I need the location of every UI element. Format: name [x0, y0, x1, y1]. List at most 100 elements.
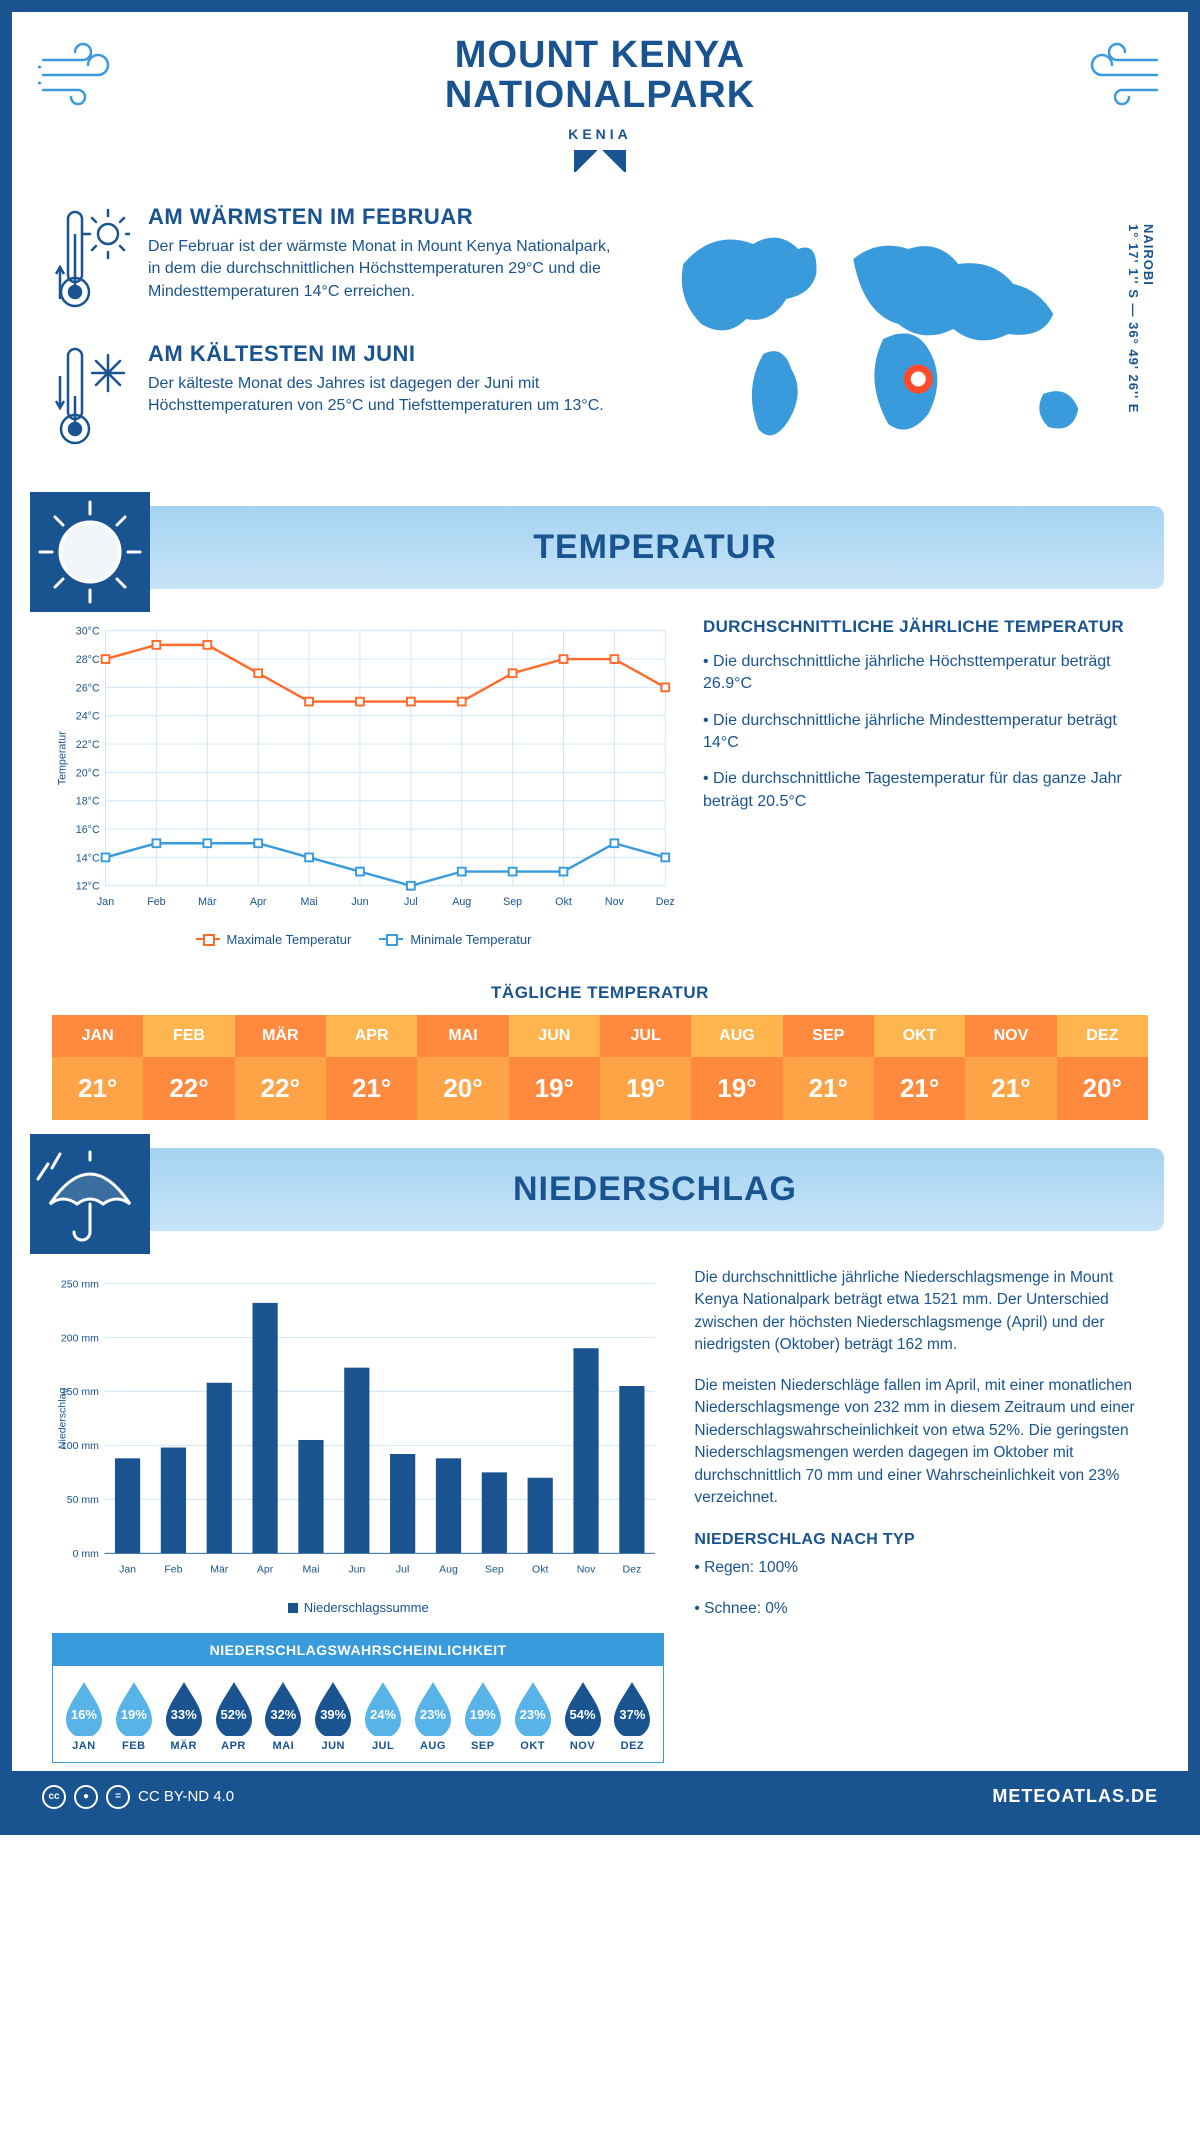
- daily-value: 21°: [783, 1057, 874, 1120]
- svg-text:0 mm: 0 mm: [73, 1548, 100, 1560]
- svg-text:Sep: Sep: [503, 896, 522, 908]
- daily-value: 19°: [600, 1057, 691, 1120]
- section-title: NIEDERSCHLAG: [146, 1170, 1164, 1209]
- rain-p: Die durchschnittliche jährliche Niedersc…: [694, 1267, 1148, 1357]
- world-map: NAIROBI1° 17' 1'' S — 36° 49' 26'' E: [639, 204, 1148, 478]
- svg-text:Jul: Jul: [404, 896, 418, 908]
- daily-value: 21°: [874, 1057, 965, 1120]
- drop: 19% FEB: [111, 1680, 157, 1752]
- daily-value: 21°: [52, 1057, 143, 1120]
- svg-text:Aug: Aug: [439, 1563, 458, 1575]
- svg-text:24°C: 24°C: [76, 710, 100, 722]
- daily-month: AUG: [691, 1015, 782, 1057]
- daily-title: TÄGLICHE TEMPERATUR: [12, 983, 1188, 1003]
- svg-text:Mai: Mai: [302, 1563, 319, 1575]
- svg-text:Mai: Mai: [300, 896, 317, 908]
- rain-type: • Regen: 100%: [694, 1557, 1148, 1579]
- header: MOUNT KENYANATIONALPARK KENIA: [12, 12, 1188, 180]
- svg-text:16°C: 16°C: [76, 824, 100, 836]
- drop: 24% JUL: [360, 1680, 406, 1752]
- license: cc ● = CC BY-ND 4.0: [42, 1785, 234, 1809]
- drop: 23% AUG: [410, 1680, 456, 1752]
- daily-month: JAN: [52, 1015, 143, 1057]
- drop: 54% NOV: [560, 1680, 606, 1752]
- nd-icon: =: [106, 1785, 130, 1809]
- legend-max: Maximale Temperatur: [196, 932, 352, 947]
- temp-p: • Die durchschnittliche jährliche Mindes…: [703, 710, 1148, 755]
- svg-text:Niederschlag: Niederschlag: [56, 1387, 68, 1449]
- thermometer-snow-icon: [52, 341, 130, 456]
- temp-p: • Die durchschnittliche jährliche Höchst…: [703, 651, 1148, 696]
- drop: 52% APR: [211, 1680, 257, 1752]
- svg-text:Mär: Mär: [210, 1563, 229, 1575]
- legend-min: Minimale Temperatur: [379, 932, 531, 947]
- daily-value: 21°: [326, 1057, 417, 1120]
- brand: METEOATLAS.DE: [992, 1786, 1158, 1807]
- daily-table: JANFEBMÄRAPRMAIJUNJULAUGSEPOKTNOVDEZ 21°…: [52, 1015, 1148, 1120]
- cc-icon: cc: [42, 1785, 66, 1809]
- svg-text:Temperatur: Temperatur: [57, 731, 69, 785]
- drop: 37% DEZ: [609, 1680, 655, 1752]
- fact-coldest: AM KÄLTESTEN IM JUNI Der kälteste Monat …: [52, 341, 611, 456]
- rain-chart: 0 mm50 mm100 mm150 mm200 mm250 mmJanFebM…: [52, 1267, 664, 1763]
- svg-text:Jun: Jun: [351, 896, 368, 908]
- drop: 16% JAN: [61, 1680, 107, 1752]
- daily-month: FEB: [143, 1015, 234, 1057]
- section-rain: NIEDERSCHLAG: [36, 1148, 1164, 1231]
- wind-icon: [1062, 40, 1162, 115]
- drop: 33% MÄR: [161, 1680, 207, 1752]
- svg-text:Apr: Apr: [257, 1563, 274, 1575]
- daily-value: 20°: [417, 1057, 508, 1120]
- daily-month: JUN: [509, 1015, 600, 1057]
- fact-title: AM KÄLTESTEN IM JUNI: [148, 341, 611, 367]
- svg-text:200 mm: 200 mm: [61, 1332, 99, 1344]
- daily-month: APR: [326, 1015, 417, 1057]
- drop: 39% JUN: [310, 1680, 356, 1752]
- daily-month: MÄR: [235, 1015, 326, 1057]
- svg-text:22°C: 22°C: [76, 739, 100, 751]
- daily-value: 19°: [509, 1057, 600, 1120]
- footer: cc ● = CC BY-ND 4.0 METEOATLAS.DE: [12, 1771, 1188, 1823]
- temp-p: • Die durchschnittliche Tagestemperatur …: [703, 768, 1148, 813]
- svg-text:Feb: Feb: [164, 1563, 182, 1575]
- umbrella-icon: [30, 1134, 150, 1254]
- coordinates: NAIROBI1° 17' 1'' S — 36° 49' 26'' E: [1126, 224, 1156, 413]
- svg-text:Jan: Jan: [119, 1563, 136, 1575]
- svg-text:Apr: Apr: [250, 896, 267, 908]
- temp-heading: DURCHSCHNITTLICHE JÄHRLICHE TEMPERATUR: [703, 617, 1148, 637]
- section-title: TEMPERATUR: [146, 528, 1164, 567]
- probability-box: NIEDERSCHLAGSWAHRSCHEINLICHKEIT 16% JAN …: [52, 1633, 664, 1763]
- svg-text:Jul: Jul: [396, 1563, 409, 1575]
- daily-month: JUL: [600, 1015, 691, 1057]
- svg-text:250 mm: 250 mm: [61, 1278, 99, 1290]
- svg-text:Feb: Feb: [147, 896, 165, 908]
- svg-text:Aug: Aug: [452, 896, 471, 908]
- rain-type-heading: NIEDERSCHLAG NACH TYP: [694, 1531, 1148, 1549]
- temperature-chart: 12°C14°C16°C18°C20°C22°C24°C26°C28°C30°C…: [52, 617, 675, 947]
- daily-value: 19°: [691, 1057, 782, 1120]
- svg-text:Okt: Okt: [555, 896, 572, 908]
- svg-text:Nov: Nov: [577, 1563, 596, 1575]
- svg-text:Sep: Sep: [485, 1563, 504, 1575]
- svg-text:Okt: Okt: [532, 1563, 548, 1575]
- drop: 19% SEP: [460, 1680, 506, 1752]
- svg-text:Dez: Dez: [656, 896, 675, 908]
- wind-icon: [38, 40, 138, 115]
- fact-text: Der Februar ist der wärmste Monat in Mou…: [148, 236, 611, 303]
- thermometer-sun-icon: [52, 204, 130, 319]
- daily-month: SEP: [783, 1015, 874, 1057]
- svg-text:18°C: 18°C: [76, 795, 100, 807]
- daily-month: MAI: [417, 1015, 508, 1057]
- daily-value: 21°: [965, 1057, 1056, 1120]
- svg-text:28°C: 28°C: [76, 654, 100, 666]
- by-icon: ●: [74, 1785, 98, 1809]
- svg-text:30°C: 30°C: [76, 625, 100, 637]
- svg-text:14°C: 14°C: [76, 852, 100, 864]
- sun-icon: [30, 492, 150, 612]
- fact-warmest: AM WÄRMSTEN IM FEBRUAR Der Februar ist d…: [52, 204, 611, 319]
- rain-type: • Schnee: 0%: [694, 1598, 1148, 1620]
- page-title: MOUNT KENYANATIONALPARK: [36, 36, 1164, 116]
- chevron-down-icon: [574, 150, 626, 172]
- drop: 32% MAI: [260, 1680, 306, 1752]
- svg-text:26°C: 26°C: [76, 682, 100, 694]
